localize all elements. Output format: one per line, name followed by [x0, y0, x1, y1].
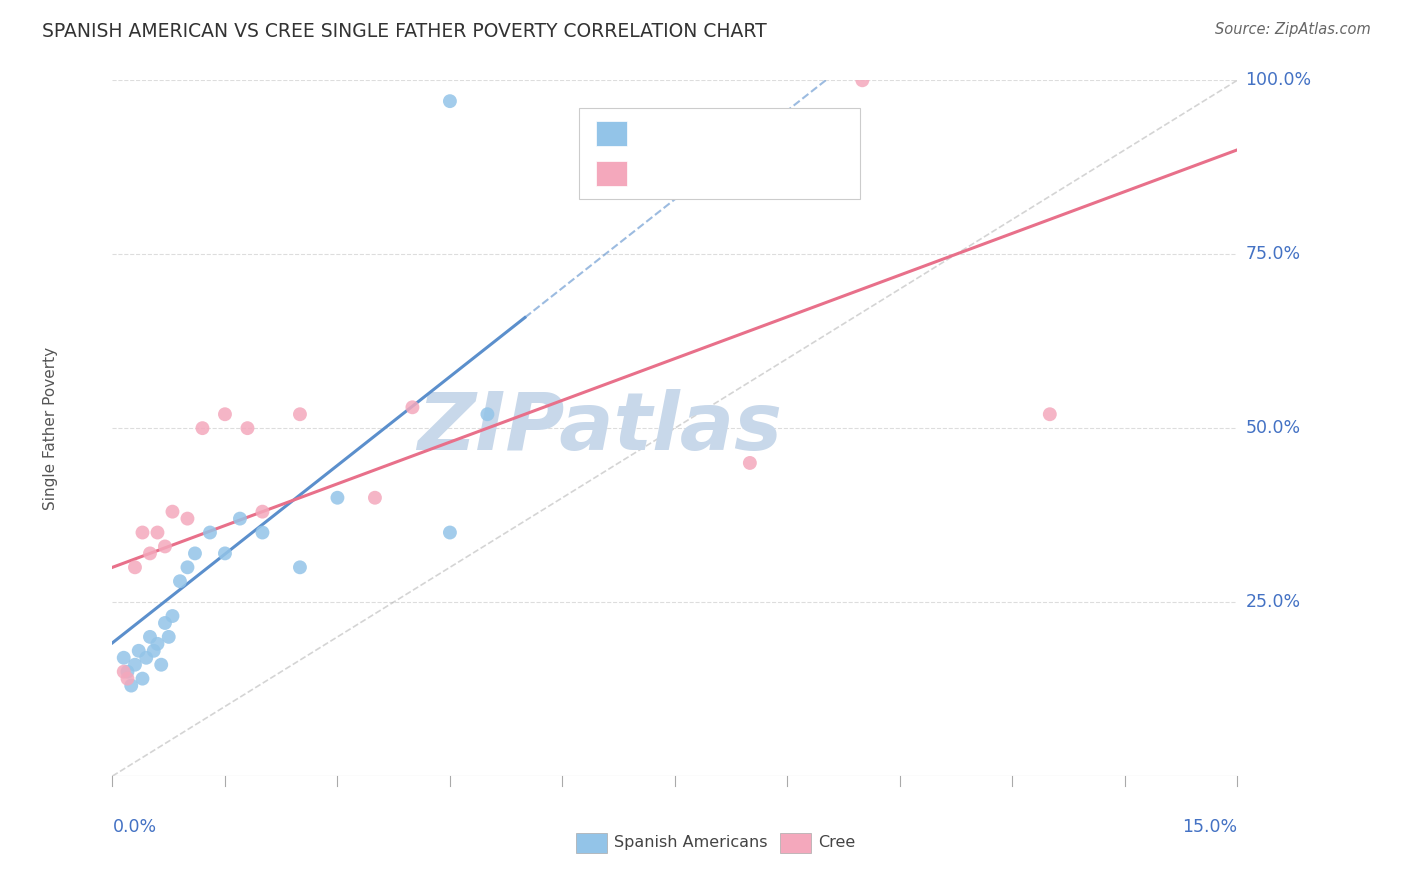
Text: 50.0%: 50.0%: [1246, 419, 1301, 437]
Point: [124, 560, 146, 574]
Point: [477, 407, 499, 421]
Point: [153, 615, 176, 630]
Point: [1039, 407, 1062, 421]
Point: [153, 540, 176, 554]
Text: 100.0%: 100.0%: [1246, 71, 1312, 89]
Point: [124, 657, 146, 672]
Text: R = 0.548    N = 20: R = 0.548 N = 20: [638, 164, 814, 182]
Point: [288, 560, 311, 574]
Text: R = 0.439    N = 26: R = 0.439 N = 26: [638, 125, 814, 143]
Point: [229, 511, 252, 525]
Point: [169, 574, 191, 589]
Point: [326, 491, 349, 505]
Text: Source: ZipAtlas.com: Source: ZipAtlas.com: [1215, 22, 1371, 37]
Point: [139, 630, 162, 644]
Point: [162, 505, 184, 519]
Point: [131, 672, 153, 686]
Point: [176, 511, 198, 525]
Text: Spanish Americans: Spanish Americans: [614, 836, 768, 850]
Text: Single Father Poverty: Single Father Poverty: [44, 347, 58, 509]
Text: Cree: Cree: [818, 836, 855, 850]
Point: [112, 665, 135, 679]
Point: [401, 401, 423, 415]
Point: [252, 525, 274, 540]
Point: [117, 665, 139, 679]
Point: [439, 525, 461, 540]
Point: [146, 525, 169, 540]
Text: 25.0%: 25.0%: [1246, 593, 1301, 611]
Point: [142, 644, 165, 658]
Point: [236, 421, 259, 435]
Point: [214, 407, 236, 421]
Point: [184, 546, 207, 560]
Point: [135, 650, 157, 665]
Point: [738, 456, 761, 470]
Point: [252, 505, 274, 519]
Point: [157, 630, 180, 644]
Point: [176, 560, 198, 574]
Point: [288, 407, 311, 421]
Point: [120, 679, 142, 693]
Point: [146, 637, 169, 651]
Text: 15.0%: 15.0%: [1182, 818, 1237, 836]
Point: [198, 525, 221, 540]
Text: 75.0%: 75.0%: [1246, 245, 1301, 263]
Point: [364, 491, 387, 505]
Point: [439, 94, 461, 108]
Point: [139, 546, 162, 560]
Text: ZIPatlas: ZIPatlas: [418, 389, 782, 467]
Point: [162, 609, 184, 624]
Point: [112, 650, 135, 665]
Point: [128, 644, 150, 658]
Point: [150, 657, 173, 672]
Point: [851, 73, 873, 87]
Point: [117, 672, 139, 686]
Text: SPANISH AMERICAN VS CREE SINGLE FATHER POVERTY CORRELATION CHART: SPANISH AMERICAN VS CREE SINGLE FATHER P…: [42, 22, 766, 41]
Point: [191, 421, 214, 435]
Point: [214, 546, 236, 560]
Point: [131, 525, 153, 540]
Text: 0.0%: 0.0%: [112, 818, 156, 836]
